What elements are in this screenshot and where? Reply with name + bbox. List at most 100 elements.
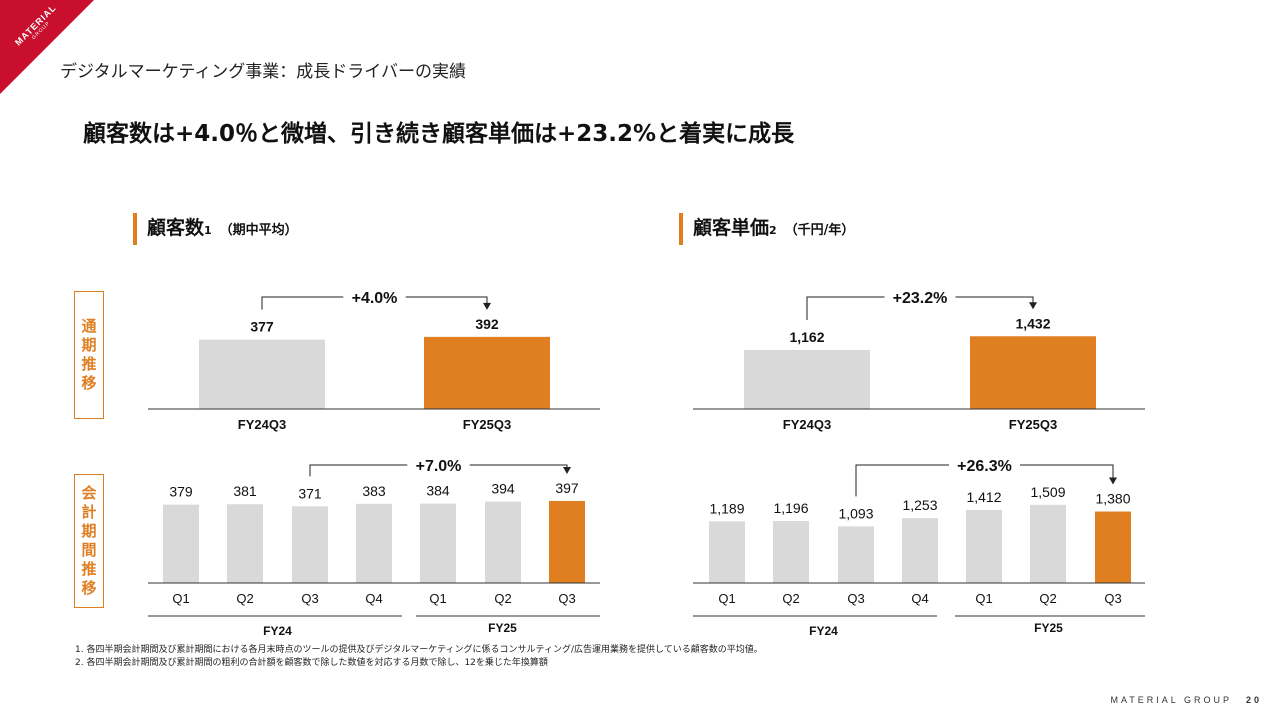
change-label: +26.3% (957, 458, 1012, 475)
bar (420, 503, 456, 583)
change-label: +4.0% (352, 290, 398, 307)
row-label-annual: 通期推移 (74, 291, 104, 419)
data-label: 1,162 (789, 329, 824, 345)
data-label: 1,196 (773, 500, 808, 516)
group-label: FY25 (488, 621, 517, 635)
bar (773, 521, 809, 583)
x-tick-label: Q4 (911, 591, 928, 606)
row-label-char: 通 (81, 317, 97, 335)
x-tick-label: Q4 (365, 591, 382, 606)
bar (549, 500, 585, 583)
panel-title-customers: 顧客数 1 （期中平均） (133, 213, 298, 245)
row-label-char: 計 (81, 503, 97, 521)
data-label: 384 (426, 483, 450, 499)
change-bracket-left (855, 464, 949, 497)
bar (227, 504, 263, 583)
panel-title-sup: 2 (769, 224, 777, 237)
data-label: 394 (491, 481, 515, 497)
x-tick-label: Q2 (494, 591, 511, 606)
brand-corner (0, 0, 94, 94)
headline: 顧客数は+4.0％と微増、引き続き顧客単価は+23.2%と着実に成長 (83, 121, 795, 147)
panel-title-sup: 1 (204, 224, 212, 237)
row-label-char: 推 (81, 355, 97, 373)
data-label: 383 (362, 483, 386, 499)
data-label: 377 (250, 319, 274, 335)
change-arrowhead (563, 466, 571, 474)
row-label-char: 移 (81, 579, 97, 597)
bar (163, 504, 199, 583)
bar (485, 501, 521, 583)
x-tick-label: Q1 (429, 591, 446, 606)
x-tick-label: Q3 (301, 591, 318, 606)
data-label: 1,432 (1015, 315, 1050, 331)
data-label: 371 (298, 485, 322, 501)
x-tick-label: Q1 (718, 591, 735, 606)
bar (838, 526, 874, 583)
data-label: 1,380 (1095, 491, 1130, 507)
row-label-char: 移 (81, 374, 97, 392)
data-label: 1,253 (902, 497, 937, 513)
panel-title-unit-price: 顧客単価 2 （千円/年） (679, 213, 854, 245)
change-bracket-left (806, 296, 885, 320)
bar (424, 336, 550, 409)
x-tick-label: Q2 (236, 591, 253, 606)
change-bracket-right (405, 296, 488, 305)
change-bracket-right (955, 296, 1034, 305)
x-tick-label: Q1 (975, 591, 992, 606)
x-tick-label: Q3 (1104, 591, 1121, 606)
change-bracket-left (261, 296, 344, 310)
bar (966, 509, 1002, 583)
footer: MATERIAL GROUP 20 (1110, 695, 1262, 705)
row-label-quarterly: 会計期間推移 (74, 474, 104, 608)
bar (356, 503, 392, 583)
bar (709, 521, 745, 583)
change-bracket-left (309, 464, 408, 477)
x-tick-label: FY25Q3 (1009, 417, 1057, 432)
data-label: 397 (555, 480, 579, 496)
bar (970, 336, 1096, 409)
change-bracket-right (469, 464, 568, 469)
x-tick-label: Q3 (847, 591, 864, 606)
bar (744, 349, 870, 409)
row-label-char: 期 (81, 522, 97, 540)
data-label: 1,093 (838, 505, 873, 521)
panel-title-unit: （期中平均） (219, 223, 298, 238)
group-label: FY24 (809, 624, 838, 638)
bar (1030, 504, 1066, 583)
data-label: 392 (475, 316, 499, 332)
row-label-char: 会 (81, 484, 97, 502)
bar (902, 518, 938, 583)
footer-company: MATERIAL GROUP (1110, 695, 1232, 705)
footnotes: 1. 各四半期会計期間及び累計期間における各月末時点のツールの提供及びデジタルマ… (75, 644, 763, 670)
group-label: FY25 (1034, 621, 1063, 635)
panel-title-text: 顧客単価 (693, 217, 770, 239)
page-number: 20 (1245, 695, 1262, 705)
bar (292, 506, 328, 583)
change-arrowhead (1109, 477, 1117, 485)
bar (1095, 511, 1131, 583)
data-label: 1,189 (709, 500, 744, 516)
change-arrowhead (483, 302, 491, 310)
footnote-1: 1. 各四半期会計期間及び累計期間における各月末時点のツールの提供及びデジタルマ… (75, 645, 763, 655)
panel-title-text: 顧客数 (147, 217, 205, 239)
x-tick-label: FY24Q3 (783, 417, 831, 432)
bar (199, 339, 325, 409)
row-label-char: 期 (81, 336, 97, 354)
x-tick-label: Q1 (172, 591, 189, 606)
x-tick-label: Q2 (1039, 591, 1056, 606)
change-arrowhead (1029, 302, 1037, 310)
x-tick-label: FY25Q3 (463, 417, 511, 432)
section-title: デジタルマーケティング事業：成長ドライバーの実績 (60, 62, 466, 82)
footnote-2: 2. 各四半期会計期間及び累計期間の粗利の合計額を顧客数で除した数値を対応する月… (75, 658, 548, 668)
change-bracket-right (1020, 464, 1114, 480)
change-label: +7.0% (416, 458, 462, 475)
group-label: FY24 (263, 624, 292, 638)
x-tick-label: Q2 (782, 591, 799, 606)
x-tick-label: Q3 (558, 591, 575, 606)
data-label: 379 (169, 484, 193, 500)
data-label: 1,412 (966, 489, 1001, 505)
row-label-char: 間 (81, 541, 97, 559)
change-label: +23.2% (893, 290, 948, 307)
x-tick-label: FY24Q3 (238, 417, 286, 432)
row-label-char: 推 (81, 560, 97, 578)
